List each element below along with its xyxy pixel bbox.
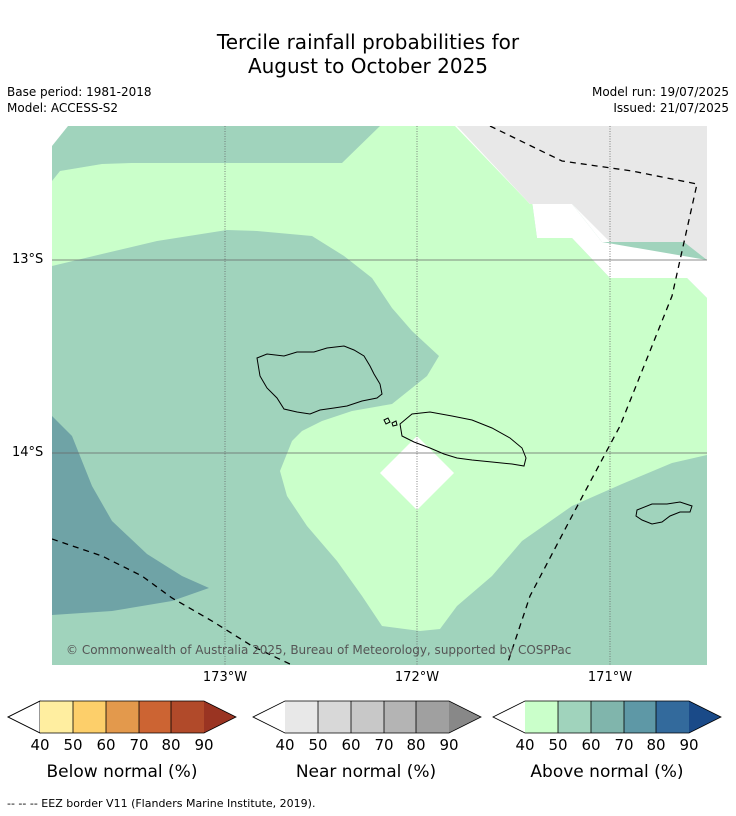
colorbar-below-over — [204, 701, 236, 733]
region-above-40 — [52, 126, 707, 631]
tick-below-70: 70 — [129, 736, 149, 754]
region-above-60 — [52, 416, 209, 615]
colorbar-below-under — [7, 700, 41, 734]
colorbar-above-seg-2 — [591, 701, 624, 733]
eez-border-east — [489, 126, 698, 665]
manono-island — [383, 417, 391, 425]
colorbar-near-seg-1 — [318, 701, 351, 733]
tick-near-40: 40 — [275, 736, 295, 754]
graticule — [52, 126, 707, 665]
colorbar-below-seg-1 — [73, 701, 106, 733]
tick-below-60: 60 — [96, 736, 116, 754]
tick-near-70: 70 — [374, 736, 394, 754]
colorbar-near-over — [449, 701, 481, 733]
tick-near-80: 80 — [406, 736, 426, 754]
tick-near-90: 90 — [439, 736, 459, 754]
title-line-2: August to October 2025 — [247, 54, 489, 78]
legend-title-near: Near normal (%) — [295, 762, 437, 782]
coastlines — [256, 345, 693, 525]
colorbar-above-seg-3 — [624, 701, 656, 733]
colorbar-below-seg-0 — [40, 701, 73, 733]
colorbar-above-seg-1 — [558, 701, 591, 733]
tick-above-90: 90 — [679, 736, 699, 754]
lat-label-13s: 13°S — [12, 252, 44, 267]
meta-left: Base period: 1981-2018 Model: ACCESS-S2 — [7, 84, 152, 116]
legend-above-normal — [492, 700, 722, 734]
savaii-island — [256, 345, 383, 415]
tick-below-90: 90 — [194, 736, 214, 754]
colorbar-below — [7, 700, 237, 734]
tick-above-70: 70 — [614, 736, 634, 754]
map-credit: © Commonwealth of Australia 2025, Bureau… — [66, 643, 572, 657]
region-near-40 — [457, 126, 707, 260]
meta-right: Model run: 19/07/2025 Issued: 21/07/2025 — [592, 84, 729, 116]
legend-title-below: Below normal (%) — [46, 762, 198, 782]
tick-above-50: 50 — [548, 736, 568, 754]
map-panel: © Commonwealth of Australia 2025, Bureau… — [52, 126, 707, 665]
colorbar-near-seg-4 — [416, 701, 449, 733]
tutuila-island — [635, 501, 693, 525]
tick-above-40: 40 — [515, 736, 535, 754]
tick-above-80: 80 — [646, 736, 666, 754]
lat-label-14s: 14°S — [12, 445, 44, 460]
colorbar-above-over — [689, 701, 721, 733]
issued-date: Issued: 21/07/2025 — [613, 101, 729, 115]
colorbar-above-under — [493, 701, 525, 733]
eez-borders — [52, 126, 698, 665]
upolu-island — [399, 411, 527, 467]
region-neutral-nw — [52, 126, 68, 146]
eez-border-southwest — [52, 538, 293, 665]
lon-label-173w: 173°W — [202, 670, 248, 685]
colorbar-near-seg-3 — [384, 701, 416, 733]
legend-below-normal — [7, 700, 237, 734]
title-line-1: Tercile rainfall probabilities for — [216, 30, 520, 54]
model-run: Model run: 19/07/2025 — [591, 85, 729, 99]
legend-title-above: Above normal (%) — [530, 762, 684, 782]
colorbar-below-seg-4 — [171, 701, 204, 733]
colorbar-near-seg-0 — [285, 701, 318, 733]
lon-label-172w: 172°W — [394, 670, 440, 685]
map-title: Tercile rainfall probabilities for Augus… — [0, 30, 736, 78]
colorbar-above — [492, 700, 722, 734]
region-neutral-ne — [380, 126, 707, 298]
tick-near-50: 50 — [308, 736, 328, 754]
tick-below-50: 50 — [63, 736, 83, 754]
colorbar-below-seg-3 — [139, 701, 171, 733]
colorbar-near-under — [253, 701, 285, 733]
colorbar-near — [252, 700, 482, 734]
lon-label-171w: 171°W — [587, 670, 633, 685]
map-canvas — [52, 126, 707, 665]
base-period: Base period: 1981-2018 — [7, 85, 152, 99]
tick-below-80: 80 — [161, 736, 181, 754]
eez-footnote: -- -- -- EEZ border V11 (Flanders Marine… — [7, 797, 316, 810]
colorbar-above-seg-0 — [525, 701, 558, 733]
legend-near-normal — [252, 700, 482, 734]
region-neutral-diamond — [380, 436, 454, 510]
colorbar-near-seg-2 — [351, 701, 384, 733]
tick-above-60: 60 — [581, 736, 601, 754]
colorbar-above-seg-4 — [656, 701, 689, 733]
model-name: Model: ACCESS-S2 — [7, 101, 119, 115]
tick-below-40: 40 — [30, 736, 50, 754]
apolima-island — [391, 420, 398, 427]
colorbar-below-seg-2 — [106, 701, 139, 733]
tick-near-60: 60 — [341, 736, 361, 754]
